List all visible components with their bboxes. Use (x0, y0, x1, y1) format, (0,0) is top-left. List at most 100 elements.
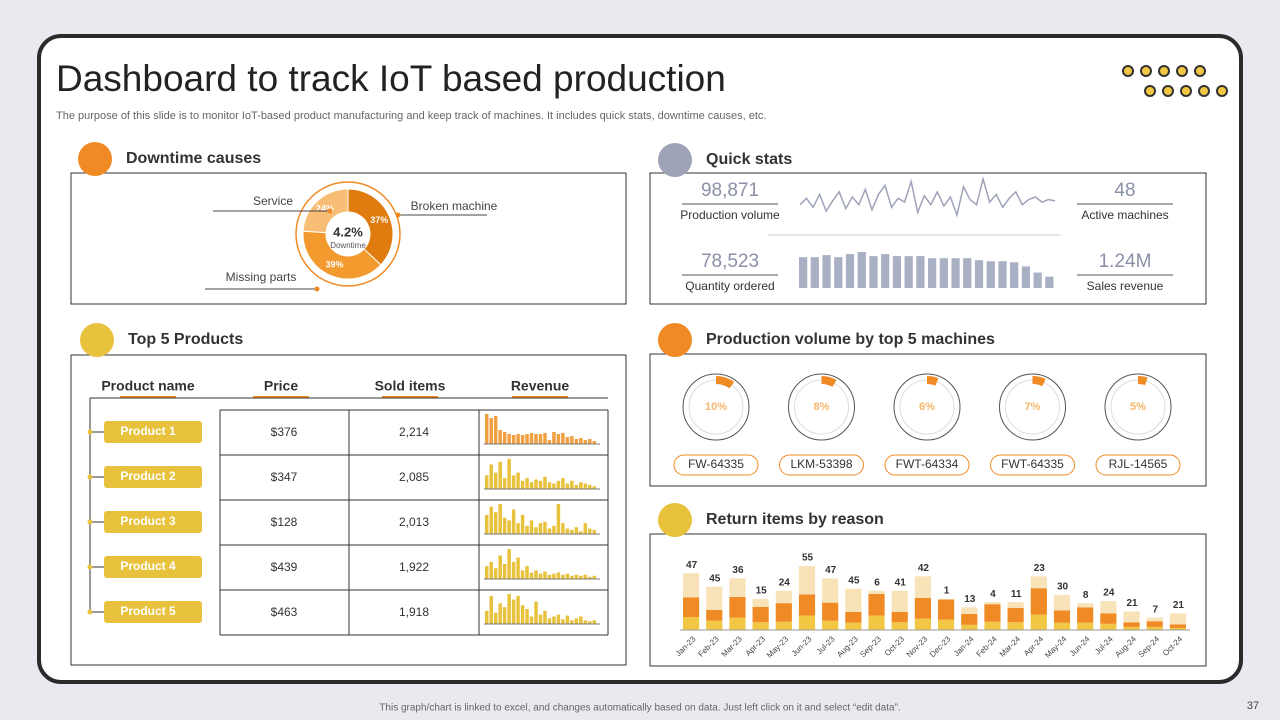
revenue-bar (507, 594, 511, 624)
bar-segment (1123, 611, 1140, 623)
bar-segment (845, 611, 862, 623)
revenue-bar (538, 480, 543, 489)
bar-segment (683, 617, 700, 630)
data-label: 7 (1152, 604, 1158, 615)
bar-segment (938, 599, 955, 600)
donut-slice (347, 188, 394, 266)
data-label: 21 (1126, 598, 1138, 609)
section-title: Production volume by top 5 machines (706, 331, 995, 348)
page-number: 37 (1247, 700, 1259, 712)
data-label: 1 (944, 586, 950, 597)
gauge-arc (716, 376, 735, 389)
bar (986, 261, 995, 288)
bar (1021, 266, 1031, 288)
revenue-bar (561, 619, 565, 624)
data-label: 23 (1034, 563, 1046, 574)
revenue-bar (588, 439, 592, 444)
product-pill (104, 511, 202, 533)
data-label: 42 (918, 563, 930, 574)
stat-label: Production volume (680, 208, 780, 222)
bar-segment (1007, 622, 1024, 630)
revenue-bar (534, 434, 538, 444)
data-label: 36 (732, 565, 744, 576)
revenue-bar (507, 549, 511, 579)
gauge-outline (999, 373, 1066, 441)
revenue-bar (493, 472, 498, 489)
machine-name: FWT-64334 (896, 457, 959, 471)
bar (822, 255, 831, 288)
revenue-bar (547, 528, 552, 534)
bar-segment (798, 566, 816, 595)
revenue-bar (525, 525, 529, 534)
revenue-bar (547, 618, 552, 624)
product-pill (104, 466, 202, 488)
data-label: 24 (1103, 588, 1115, 599)
table-header: Product name (101, 378, 195, 394)
revenue-bar (516, 557, 520, 579)
data-label: 55 (802, 553, 814, 564)
bar-segment (891, 611, 908, 623)
revenue-bar (498, 461, 502, 489)
revenue-bar (516, 472, 520, 489)
bar-segment (729, 617, 746, 630)
subtitle: The purpose of this slide is to monitor … (56, 110, 766, 122)
revenue-bar (502, 432, 507, 444)
data-label: 45 (709, 573, 721, 584)
bar-segment (1100, 601, 1117, 614)
revenue-bar (556, 572, 561, 579)
donut-slice (302, 230, 382, 280)
bar-segment (1077, 622, 1094, 630)
machine-pill (673, 454, 759, 476)
revenue-bar (493, 416, 498, 444)
category-label: Broken machine (411, 199, 498, 213)
panels (70, 172, 1207, 667)
tree-dot (87, 609, 93, 615)
bar (974, 260, 984, 288)
revenue-bar (592, 486, 596, 489)
bar-segment (961, 614, 978, 625)
data-label: 30 (1057, 582, 1069, 593)
bar (951, 258, 960, 288)
revenue-bar (552, 432, 556, 444)
revenue-bar (520, 605, 525, 624)
revenue-bar (489, 418, 493, 444)
price: $463 (271, 605, 298, 619)
revenue-bar (520, 435, 525, 444)
leader-dot (327, 208, 333, 214)
revenue-bar (588, 528, 592, 534)
stat-value: 1.24M (1099, 251, 1152, 272)
slice-label: 24% (316, 204, 334, 214)
revenue-bar (529, 520, 534, 534)
gauge-value: 10% (705, 401, 727, 413)
revenue-bar (561, 478, 565, 489)
bar-segment (706, 586, 723, 610)
revenue-bar (529, 433, 534, 444)
table-header: Price (264, 378, 298, 394)
revenue-bar (556, 504, 561, 534)
bar-segment (984, 602, 1001, 605)
machine-name: LKM-53398 (790, 457, 852, 471)
stat-value: 48 (1114, 180, 1135, 201)
revenue-bar (538, 434, 543, 444)
bar-segment (1007, 602, 1024, 608)
bar-segment (775, 603, 792, 622)
product-name: Product 4 (120, 559, 176, 573)
revenue-bar (552, 483, 556, 489)
revenue-bar (552, 616, 556, 624)
machine-pill (1095, 454, 1181, 476)
revenue-bar (552, 525, 556, 534)
revenue-bar (534, 479, 538, 489)
revenue-bar (525, 609, 529, 624)
machine-name: RJL-14565 (1109, 457, 1168, 471)
revenue-bar (588, 621, 592, 624)
bar (810, 257, 819, 288)
section-title: Quick stats (706, 151, 792, 168)
sparkline (799, 176, 1056, 218)
product-pill (104, 601, 202, 623)
revenue-bar (579, 531, 583, 534)
bar (939, 258, 948, 288)
revenue-bar (511, 561, 516, 579)
revenue-bar (529, 616, 534, 624)
revenue-bar (579, 575, 583, 579)
price: $347 (271, 470, 298, 484)
